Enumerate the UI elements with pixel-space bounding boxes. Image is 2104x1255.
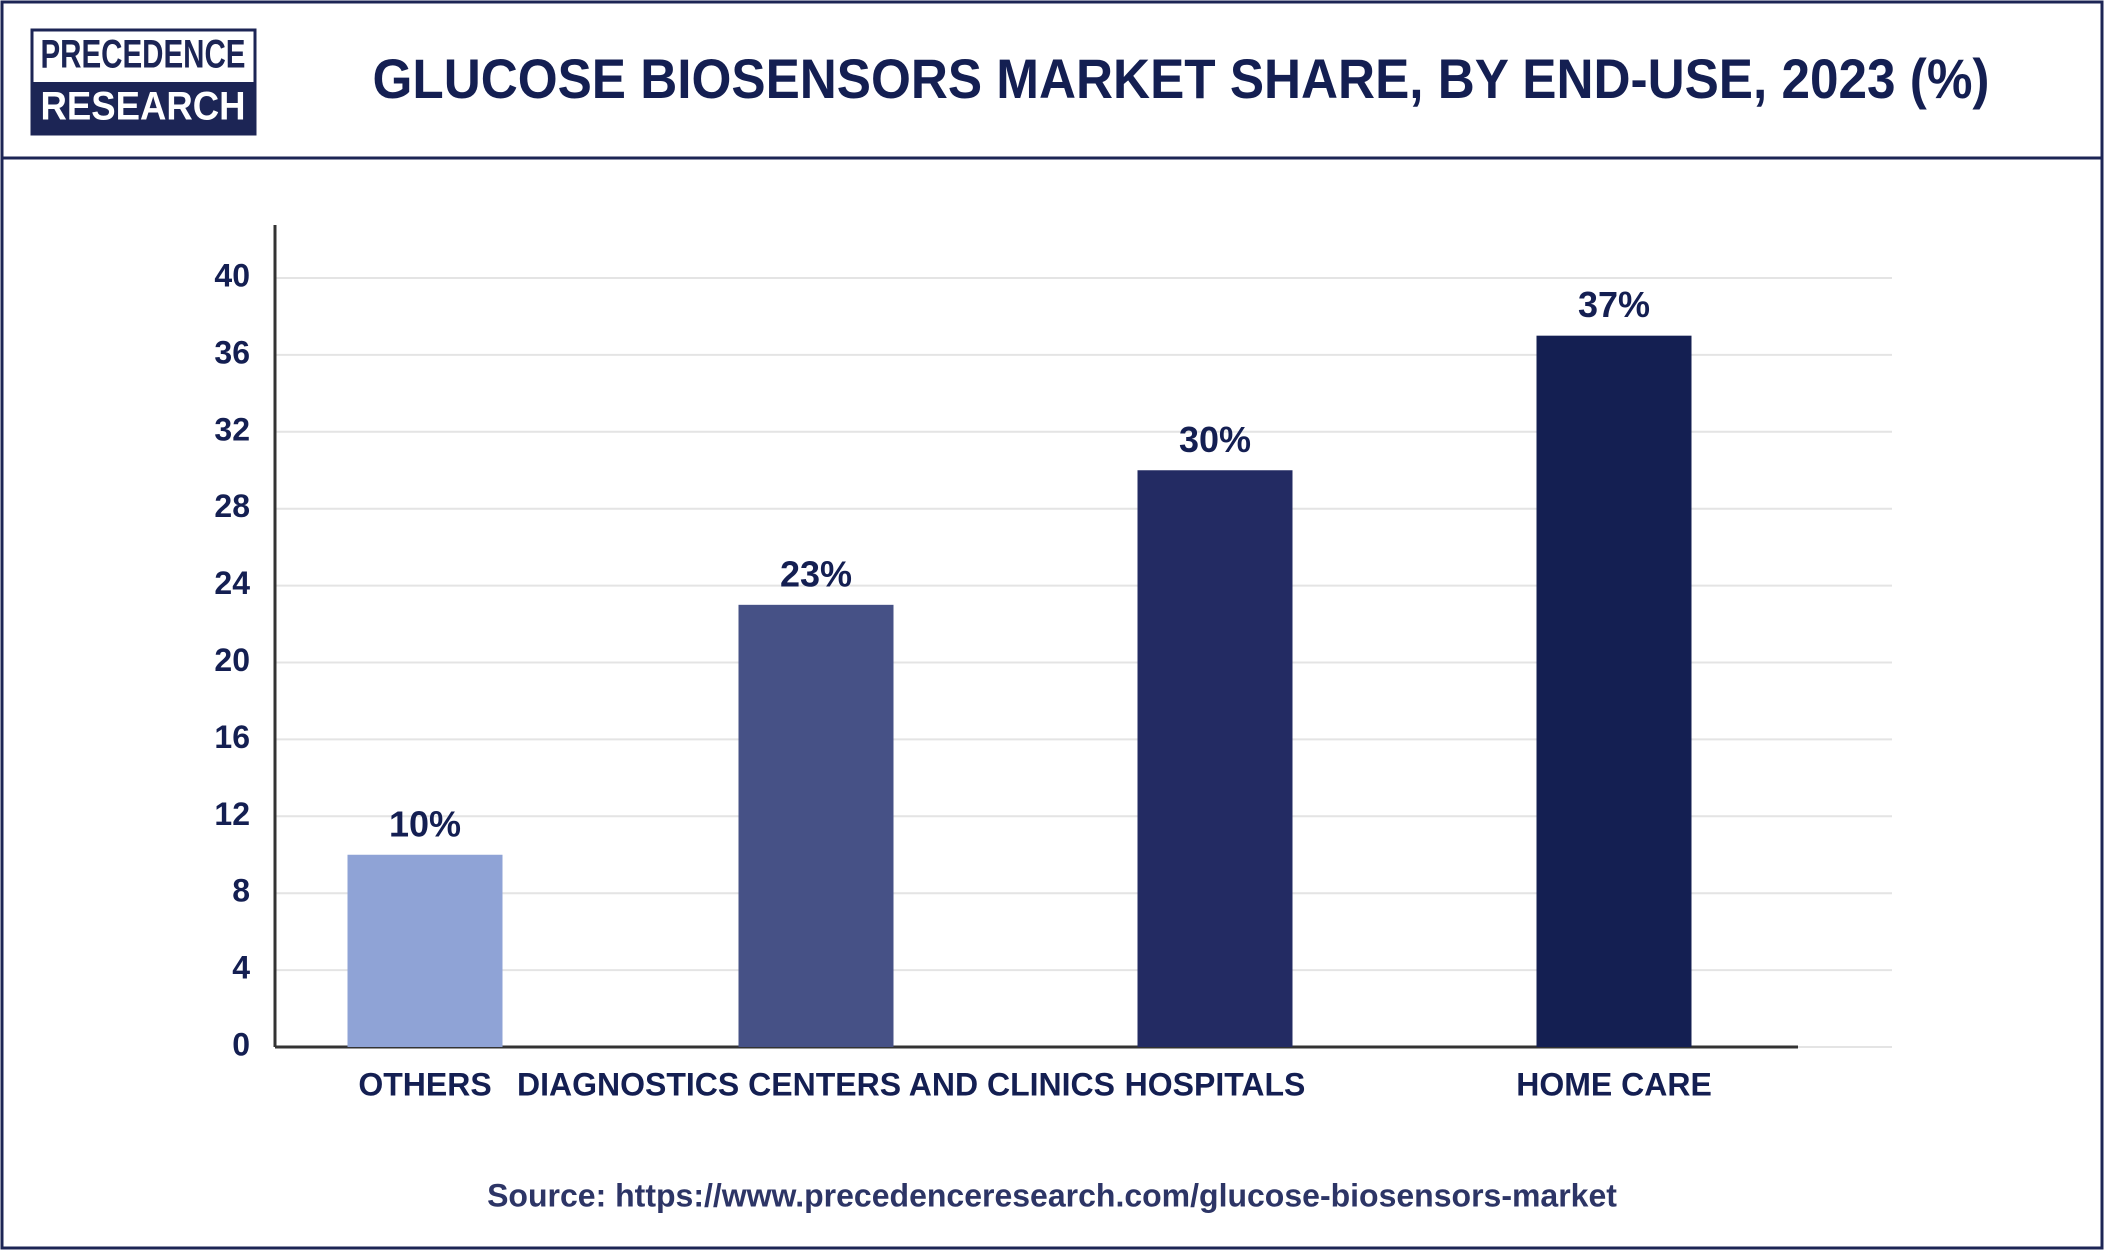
bar [347, 854, 503, 1047]
y-tick-label: 40 [214, 257, 250, 293]
logo-text: RESEARCH [41, 85, 246, 129]
y-tick-label: 28 [214, 488, 250, 524]
y-tick-label: 12 [214, 796, 250, 832]
value-label: 37% [1578, 284, 1650, 325]
value-label: 10% [389, 803, 461, 844]
logo-band [32, 82, 255, 134]
value-label: 30% [1179, 419, 1251, 460]
y-tick-label: 4 [232, 950, 250, 986]
bar [1536, 335, 1692, 1047]
x-tick-label: HOME CARE [1516, 1066, 1712, 1102]
x-tick-label: OTHERS [358, 1066, 491, 1102]
y-tick-label: 16 [214, 719, 250, 755]
y-tick-label: 36 [214, 334, 250, 370]
chart-title: GLUCOSE BIOSENSORS MARKET SHARE, BY END-… [373, 47, 1990, 110]
y-tick-label: 32 [214, 411, 250, 447]
y-tick-label: 0 [232, 1026, 250, 1062]
x-tick-label: HOSPITALS [1125, 1066, 1306, 1102]
bar [1137, 470, 1293, 1047]
value-label: 23% [780, 553, 852, 594]
logo-text: PRECEDENCE [41, 33, 246, 77]
bar [738, 604, 894, 1047]
source: Source: https://www.precedenceresearch.c… [487, 1177, 1617, 1213]
y-tick-label: 20 [214, 642, 250, 678]
y-tick-label: 24 [214, 565, 250, 601]
y-tick-label: 8 [232, 873, 250, 909]
x-tick-label: DIAGNOSTICS CENTERS AND CLINICS [517, 1066, 1115, 1102]
